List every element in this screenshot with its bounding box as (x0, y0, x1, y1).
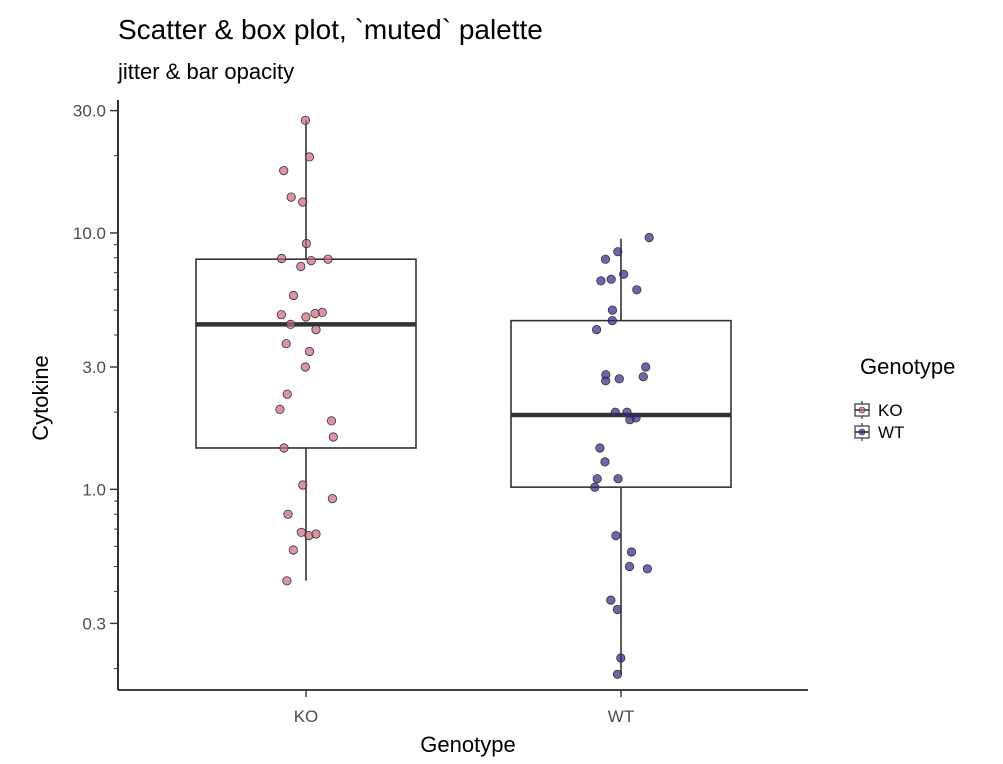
data-point-wt (606, 595, 616, 605)
data-point-wt (616, 653, 626, 663)
points-layer (275, 115, 654, 679)
x-tick-label: WT (608, 707, 634, 726)
data-point-wt (612, 604, 623, 615)
data-point-wt (607, 305, 618, 315)
data-point-ko (296, 261, 306, 272)
data-point-wt (641, 362, 651, 372)
legend-key-point (858, 406, 866, 414)
box (510, 319, 732, 488)
data-point-ko (288, 545, 298, 555)
data-point-ko (298, 197, 308, 207)
data-point-ko (326, 416, 337, 426)
y-tick-label: 0.3 (82, 614, 106, 633)
data-point-ko (323, 254, 333, 264)
data-point-ko (311, 529, 321, 539)
data-point-wt (601, 376, 611, 386)
legend-label: WT (878, 423, 904, 442)
data-point-ko (304, 346, 315, 357)
data-point-wt (625, 415, 635, 425)
data-point-wt (610, 407, 620, 417)
data-point-wt (600, 254, 611, 264)
data-point-wt (612, 669, 623, 679)
box (195, 258, 417, 449)
data-point-ko (275, 404, 285, 414)
data-point-wt (591, 324, 602, 335)
data-point-ko (276, 310, 286, 320)
x-axis-title: Genotype (420, 732, 515, 757)
legend-label: KO (878, 401, 903, 420)
data-point-wt (642, 564, 653, 574)
box-layer (195, 120, 732, 675)
data-point-ko (298, 480, 308, 490)
data-point-ko (301, 238, 311, 249)
data-point-wt (592, 474, 602, 484)
x-axis: KO WT (118, 689, 808, 726)
legend: Genotype KO WT (854, 354, 955, 442)
data-point-ko (301, 312, 311, 322)
data-point-wt (614, 374, 624, 384)
data-point-ko (327, 493, 337, 504)
legend-title: Genotype (860, 354, 955, 379)
data-point-ko (279, 443, 289, 453)
data-point-ko (296, 527, 306, 537)
data-point-wt (624, 561, 635, 572)
data-point-wt (606, 274, 616, 284)
data-point-wt (626, 547, 637, 557)
y-axis: 0.3 1.0 3.0 10.0 30.0 (73, 100, 119, 690)
data-point-ko (286, 192, 296, 202)
data-point-ko (281, 339, 291, 349)
data-point-wt (632, 285, 642, 295)
data-point-wt (644, 232, 654, 243)
data-point-ko (300, 362, 310, 372)
data-point-wt (600, 457, 610, 467)
data-point-ko (306, 255, 316, 266)
y-tick-label: 10.0 (73, 224, 106, 243)
data-point-wt (596, 276, 606, 286)
chart-title: Scatter & box plot, `muted` palette (118, 14, 543, 45)
data-point-ko (279, 166, 289, 176)
data-point-ko (282, 576, 292, 586)
data-point-wt (595, 443, 605, 453)
data-point-wt (619, 269, 629, 279)
x-tick-label: KO (294, 707, 319, 726)
data-point-wt (611, 530, 621, 541)
y-tick-label: 3.0 (82, 358, 106, 377)
data-point-ko (310, 308, 320, 319)
y-tick-label: 1.0 (82, 480, 106, 499)
data-point-ko (311, 324, 321, 335)
data-point-ko (304, 152, 315, 162)
data-point-ko (328, 432, 338, 442)
data-point-wt (607, 315, 617, 326)
data-point-wt (638, 372, 648, 382)
legend-key-point (858, 428, 866, 436)
data-point-ko (285, 319, 296, 329)
chart-subtitle: jitter & bar opacity (118, 59, 295, 84)
data-point-ko (283, 509, 293, 519)
data-point-ko (300, 115, 310, 125)
data-point-ko (276, 253, 287, 264)
data-point-wt (590, 482, 600, 492)
data-point-ko (282, 389, 292, 399)
data-point-wt (613, 247, 623, 257)
y-tick-label: 30.0 (73, 102, 106, 121)
y-axis-title: Cytokine (28, 355, 53, 441)
data-point-wt (613, 474, 623, 484)
data-point-ko (288, 290, 299, 301)
